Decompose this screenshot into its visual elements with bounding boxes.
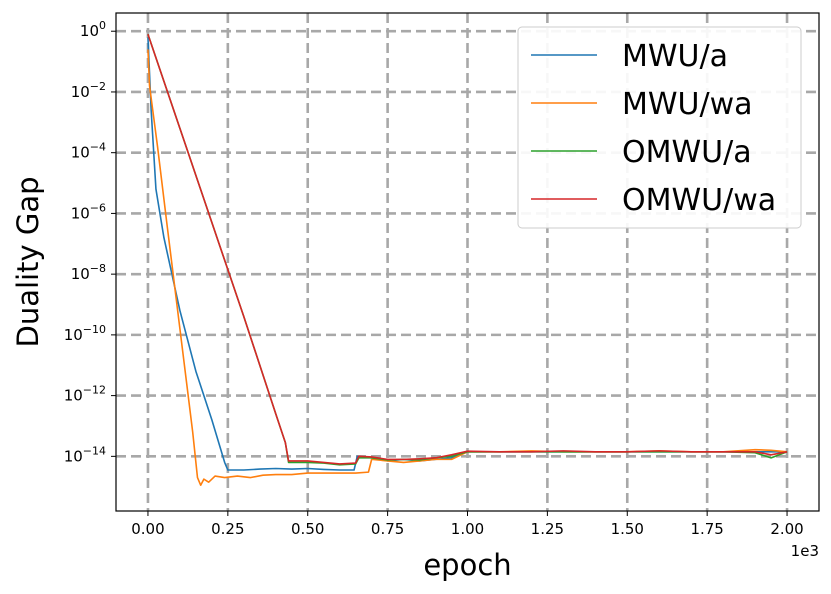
x-tick-label: 1.50 — [611, 520, 644, 538]
y-axis-ticks: 100 10−2 10−4 10−6 10−8 10−10 10−12 10−14 — [64, 19, 116, 465]
x-tick-label: 0.00 — [131, 520, 164, 538]
x-axis-offset-label: 1e3 — [791, 542, 819, 560]
x-tick-label: 1.00 — [451, 520, 484, 538]
x-tick-label: 1.25 — [531, 520, 564, 538]
legend-label-mwu-a: MWU/a — [622, 39, 728, 74]
y-tick-label: 10−4 — [71, 141, 106, 162]
y-axis-title: Duality Gap — [11, 177, 45, 348]
y-tick-label: 10−6 — [71, 201, 106, 222]
y-tick-label: 10−2 — [71, 80, 106, 101]
x-tick-label: 0.25 — [211, 520, 244, 538]
legend-label-mwu-wa: MWU/wa — [622, 87, 753, 122]
y-tick-label: 100 — [80, 19, 106, 40]
legend-label-omwu-a: OMWU/a — [622, 135, 752, 170]
legend-box — [517, 26, 802, 229]
y-tick-label: 10−12 — [64, 384, 106, 405]
x-tick-label: 2.00 — [770, 520, 803, 538]
y-tick-label: 10−8 — [71, 262, 106, 283]
x-tick-label: 0.50 — [291, 520, 324, 538]
legend-label-omwu-wa: OMWU/wa — [622, 183, 776, 218]
x-axis-title: epoch — [423, 548, 511, 582]
y-tick-label: 10−14 — [64, 444, 106, 465]
y-tick-label: 10−10 — [64, 323, 106, 344]
x-tick-label: 1.75 — [690, 520, 723, 538]
legend: MWU/a MWU/wa OMWU/a OMWU/wa — [517, 26, 802, 229]
x-axis-ticks: 0.00 0.25 0.50 0.75 1.00 1.25 1.50 1.75 2.00 — [131, 511, 804, 538]
series-line-omwu-wa — [147, 34, 788, 465]
x-tick-label: 0.75 — [371, 520, 404, 538]
series-layer — [147, 34, 788, 486]
